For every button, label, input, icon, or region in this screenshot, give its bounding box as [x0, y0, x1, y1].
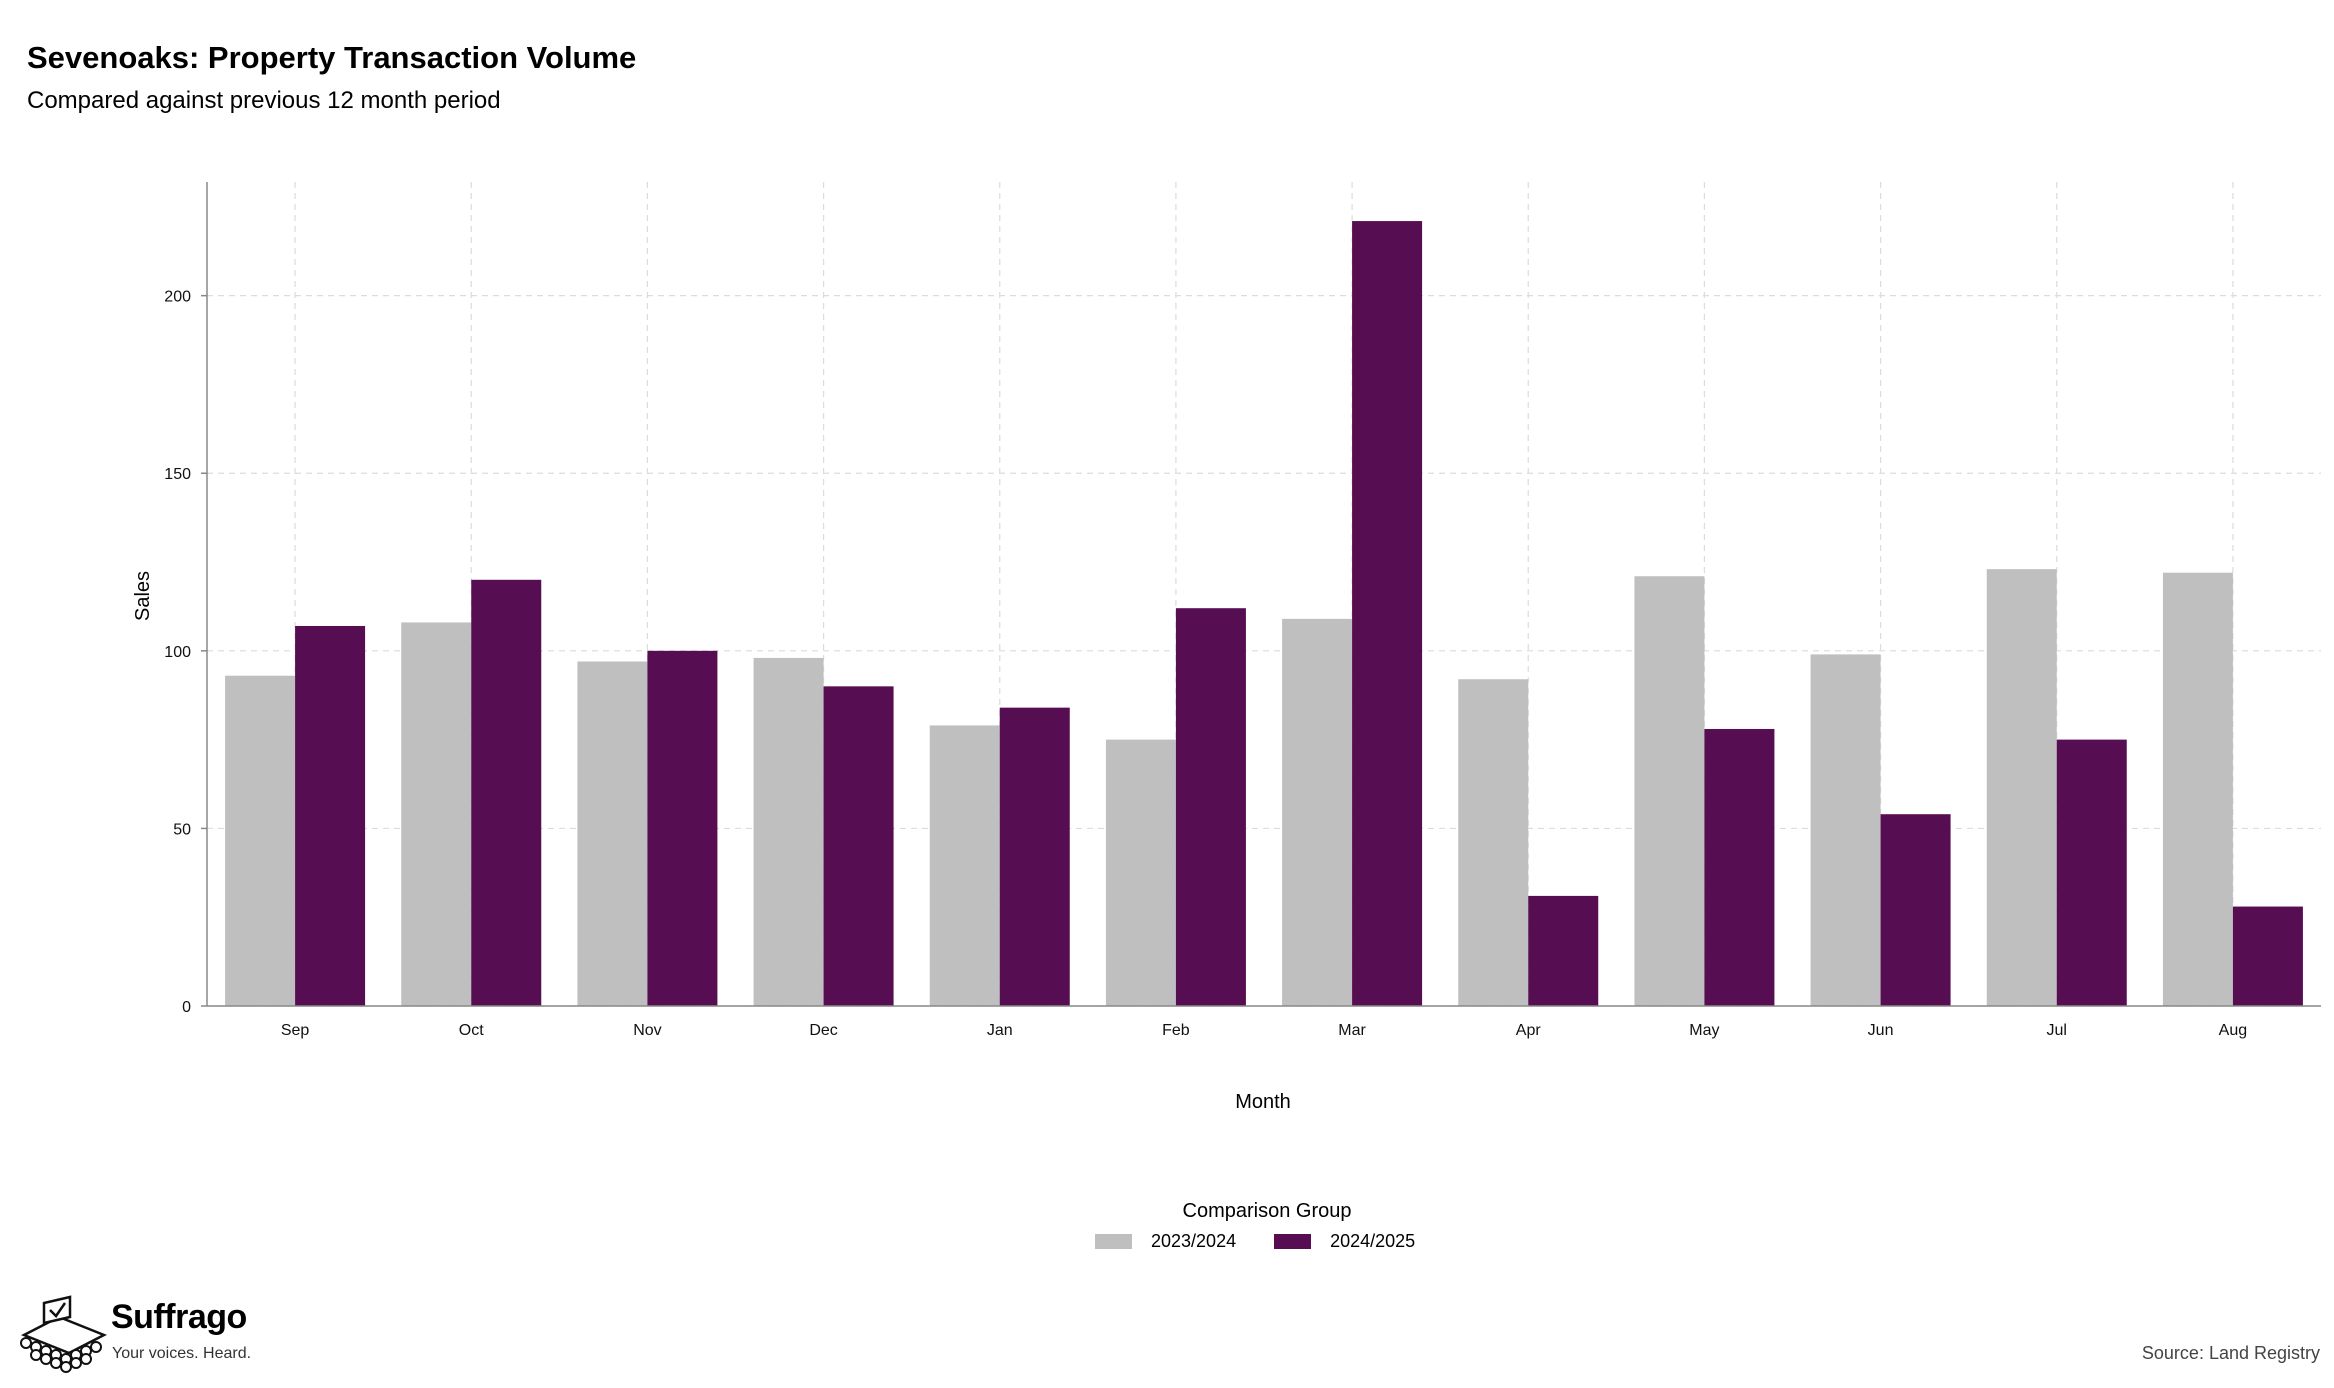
- legend-item-2024-2025: 2024/2025: [1274, 1231, 1415, 1252]
- bar-mar-curr: [1352, 221, 1423, 1006]
- brand-name: Suffrago: [111, 1298, 247, 1336]
- x-tick-label: Mar: [1338, 1022, 1366, 1039]
- tick-labels: 0 50 100 150 200 Sep Oct Nov Dec Jan Feb Mar Apr May J…: [164, 289, 2247, 1039]
- bar-dec-curr: [823, 686, 894, 1006]
- legend-swatch: [1095, 1234, 1132, 1249]
- bar-apr-curr: [1528, 895, 1599, 1006]
- y-axis-title: Sales: [132, 571, 154, 621]
- y-tick-label: 0: [182, 999, 191, 1016]
- bar-jun-curr: [1880, 814, 1951, 1006]
- bars: [225, 221, 2303, 1006]
- bar-jul-prev: [1986, 569, 2057, 1006]
- x-tick-label: Aug: [2219, 1022, 2247, 1039]
- source-note: Source: Land Registry: [2141, 1343, 2320, 1363]
- bar-aug-curr: [2232, 906, 2303, 1006]
- bar-may-prev: [1634, 576, 1705, 1006]
- y-tick-label: 50: [173, 821, 191, 838]
- bar-mar-prev: [1282, 618, 1353, 1006]
- legend-item-2023-2024: 2023/2024: [1095, 1231, 1236, 1252]
- x-tick-label: Feb: [1162, 1022, 1190, 1039]
- bar-sep-prev: [225, 675, 296, 1006]
- x-axis-title: Month: [1235, 1091, 1291, 1113]
- x-tick-label: Nov: [633, 1022, 661, 1039]
- legend-label: 2024/2025: [1330, 1231, 1416, 1251]
- chart-subtitle: Compared against previous 12 month perio…: [27, 87, 501, 114]
- chart-title: Sevenoaks: Property Transaction Volume: [27, 40, 637, 75]
- y-tick-label: 200: [164, 289, 191, 306]
- bar-oct-prev: [401, 622, 472, 1006]
- brand-tagline: Your voices. Heard.: [112, 1345, 252, 1362]
- legend: 2023/2024 2024/2025: [1095, 1231, 1453, 1252]
- x-tick-label: Apr: [1516, 1022, 1542, 1039]
- y-tick-label: 150: [164, 466, 191, 483]
- ballot-box-icon: [20, 1295, 108, 1373]
- legend-label: 2023/2024: [1151, 1231, 1237, 1251]
- bar-nov-prev: [577, 661, 648, 1006]
- y-tick-label: 100: [164, 644, 191, 661]
- bar-jul-curr: [2056, 739, 2127, 1006]
- bar-jan-curr: [999, 707, 1070, 1006]
- x-tick-label: Jul: [2047, 1022, 2067, 1039]
- bar-nov-curr: [647, 650, 718, 1006]
- bar-dec-prev: [753, 657, 824, 1006]
- legend-swatch: [1274, 1234, 1312, 1249]
- bar-jun-prev: [1810, 654, 1881, 1006]
- axes: [201, 182, 2321, 1007]
- bar-feb-prev: [1105, 739, 1176, 1006]
- bar-apr-prev: [1458, 679, 1529, 1006]
- bar-aug-prev: [2162, 572, 2233, 1006]
- x-tick-label: May: [1689, 1022, 1719, 1039]
- legend-title: Comparison Group: [1182, 1200, 1352, 1222]
- x-tick-label: Dec: [809, 1022, 837, 1039]
- bar-jan-prev: [929, 725, 1000, 1006]
- x-tick-label: Sep: [281, 1022, 310, 1039]
- bar-feb-curr: [1175, 608, 1246, 1006]
- bar-sep-curr: [295, 625, 366, 1006]
- x-tick-label: Jun: [1868, 1022, 1894, 1039]
- x-tick-label: Oct: [459, 1022, 484, 1039]
- x-tick-label: Jan: [987, 1022, 1013, 1039]
- bar-oct-curr: [471, 579, 542, 1006]
- bar-may-curr: [1704, 728, 1775, 1006]
